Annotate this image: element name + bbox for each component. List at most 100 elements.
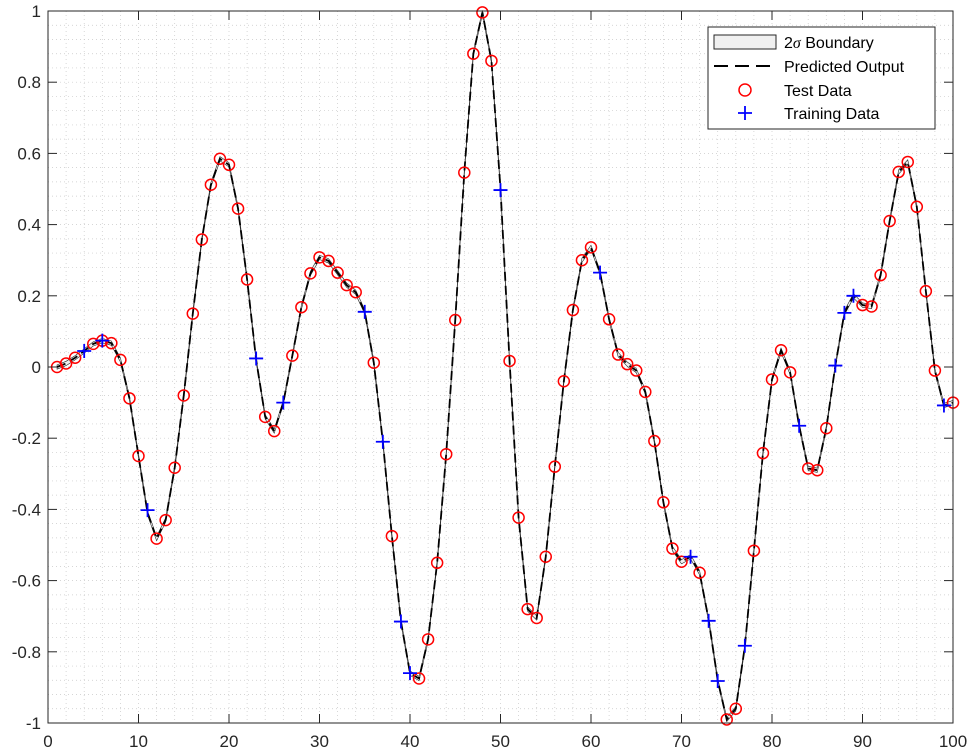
x-tick-label: 40 [401,732,420,751]
test-data-point [620,357,634,371]
x-tick-label: 10 [129,732,148,751]
test-data-point [630,364,643,377]
test-data-point [449,313,462,327]
test-data-point [268,424,281,438]
test-data-point [59,357,73,370]
training-data-point [276,395,291,410]
test-data-point [611,348,625,361]
test-data-point [421,633,435,646]
test-data-point [168,461,181,474]
training-data-point [593,265,608,280]
test-data-point [412,672,426,685]
test-data-point [430,556,444,570]
legend-predicted-label: Predicted Output [784,59,905,76]
test-data-point [756,446,770,460]
test-data-point [521,602,534,616]
test-data-point [304,267,317,280]
y-tick-label: 0 [32,358,41,377]
x-tick-label: 50 [491,732,510,751]
y-tick-label: 0.4 [17,216,41,235]
y-tick-label: -1 [26,714,41,733]
x-tick-label: 60 [582,732,601,751]
test-data-point [648,434,661,448]
training-data-point [737,638,752,653]
training-data-point [77,343,92,358]
test-data-point [584,241,598,254]
test-data-point [213,152,227,165]
test-data-point [675,555,688,568]
test-data-point [820,421,833,435]
test-data-point [322,254,335,268]
test-data-point [240,273,254,286]
test-data-point [195,233,209,246]
test-data-point [602,313,616,326]
y-tick-label: -0.6 [12,572,41,591]
test-data-point [539,550,552,563]
training-data-point [701,613,716,628]
y-tick-label: 0.2 [17,287,41,306]
training-data-point [792,418,807,433]
x-tick-label: 80 [763,732,782,751]
test-data-point [204,178,218,191]
training-data-point [493,183,508,198]
test-data-point [856,298,869,312]
test-data-point [874,268,887,282]
test-data-point [666,542,679,555]
test-data-point [105,336,118,350]
y-tick-label: 0.6 [17,144,41,163]
test-data-point [467,47,480,60]
test-data-point [892,165,905,179]
test-data-point [258,410,272,424]
y-tick-label: 1 [32,2,41,21]
test-data-point [883,214,896,228]
legend-training-label: Training Data [784,106,880,123]
test-data-point [367,356,381,369]
y-tick-label: -0.8 [12,643,41,662]
test-data-point [114,353,127,367]
y-axis: -1 -0.8 -0.6 -0.4 -0.2 0 0.2 0.4 0.6 0.8 1 [12,2,953,733]
test-data-point [295,300,308,314]
test-data-point [657,496,670,509]
test-data-point [575,253,589,267]
legend: 2σ Boundary Predicted Output Test Data T… [707,26,936,130]
test-data-point [222,158,236,172]
test-data-point [503,354,516,368]
legend-test-marker [738,83,752,97]
test-data-point [286,349,299,362]
training-data-points [77,183,951,688]
x-tick-label: 90 [853,732,872,751]
test-data-point [530,611,543,625]
x-tick-label: 20 [220,732,239,751]
training-data-point [357,304,372,319]
test-data-point [439,447,453,461]
test-data-point [512,511,525,524]
x-tick-label: 0 [43,732,52,751]
training-data-point [375,434,390,449]
test-data-point [747,544,761,557]
training-data-point [837,305,852,320]
test-data-point [177,389,190,402]
test-data-point [783,366,797,379]
legend-boundary-swatch [713,34,777,50]
test-data-point [557,374,571,388]
training-data-point [710,673,725,688]
training-data-point [140,503,155,518]
training-data-point [95,333,110,348]
test-data-point [729,702,743,716]
test-data-point [159,513,172,527]
test-data-point [476,6,489,19]
test-data-points [50,6,960,726]
legend-boundary-label: 2σ Boundary [784,35,874,52]
x-tick-label: 70 [672,732,691,751]
legend-training-marker [738,106,752,120]
training-data-point [393,614,408,629]
test-data-point [331,266,344,279]
training-data-point [828,358,843,373]
x-tick-label: 30 [310,732,329,751]
training-data-point [683,549,698,564]
test-data-point [123,392,136,405]
test-data-point [231,202,245,215]
test-data-point [720,713,733,726]
test-data-point [385,529,399,543]
